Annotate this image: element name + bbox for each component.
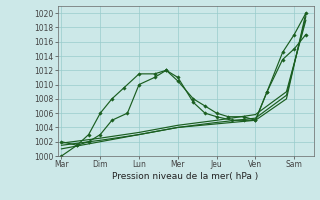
X-axis label: Pression niveau de la mer( hPa ): Pression niveau de la mer( hPa ) <box>112 172 259 181</box>
